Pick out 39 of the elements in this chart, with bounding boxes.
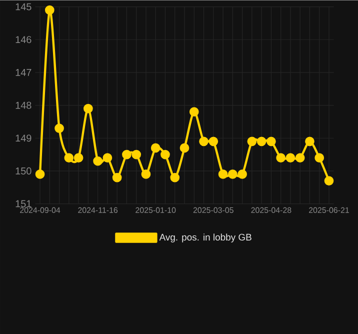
y-tick-label: 145 — [16, 3, 32, 10]
point — [314, 153, 324, 162]
point — [247, 136, 257, 146]
point — [189, 107, 199, 116]
y-tick-label: 147 — [16, 68, 32, 76]
y-tick-label: 151 — [16, 200, 32, 208]
point — [208, 136, 218, 146]
point — [74, 153, 84, 162]
y-tick-label: 149 — [16, 134, 32, 142]
point — [276, 153, 286, 162]
point — [295, 153, 305, 162]
point — [266, 136, 276, 146]
legend-label: Avg. pos. in lobby GB — [159, 233, 252, 242]
point — [35, 169, 45, 179]
point — [238, 169, 247, 179]
point — [132, 150, 142, 160]
point — [228, 169, 238, 179]
point — [141, 169, 151, 179]
point — [218, 169, 228, 179]
y-tick-label: 146 — [16, 36, 32, 44]
point — [93, 156, 102, 166]
point — [286, 153, 296, 162]
point — [112, 172, 122, 182]
point — [84, 104, 93, 114]
point — [199, 136, 208, 146]
point — [305, 136, 314, 146]
point — [324, 176, 334, 186]
point — [150, 143, 160, 153]
point — [64, 153, 74, 162]
y-tick-label: 150 — [16, 167, 32, 174]
point — [160, 150, 170, 160]
point — [102, 153, 112, 162]
y-tick-label: 148 — [16, 102, 32, 109]
point — [256, 136, 266, 146]
point — [122, 150, 132, 160]
point — [54, 123, 64, 133]
point — [44, 5, 54, 15]
point — [170, 172, 180, 182]
point — [180, 143, 190, 153]
